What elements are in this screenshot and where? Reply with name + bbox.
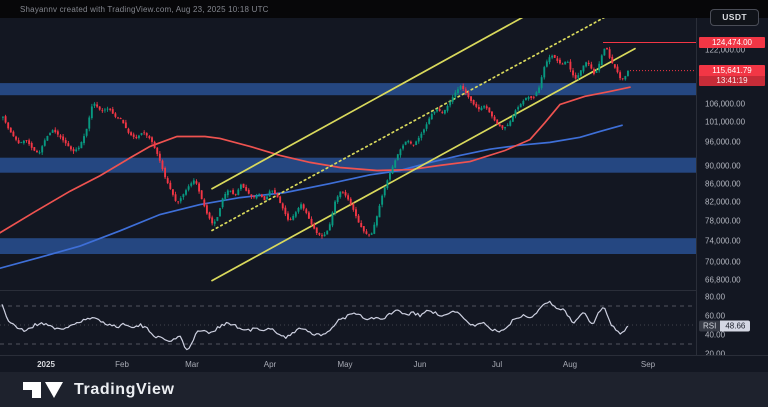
price-tick: 74,000.00 (705, 236, 741, 246)
rsi-tick: 80.00 (705, 292, 726, 301)
rsi-tick: 40.00 (705, 330, 726, 339)
time-tick: Aug (562, 360, 578, 369)
tradingview-logo-icon[interactable] (21, 380, 65, 400)
pane-separator (0, 290, 768, 291)
resistance-price-label: 124,474.00 (699, 36, 765, 48)
last-price-value: 115,641.79 (712, 66, 752, 76)
candlestick-chart[interactable] (0, 18, 696, 290)
price-tick: 86,000.00 (705, 179, 741, 189)
footer-bar: TradingView (0, 372, 768, 407)
attribution-text: Shayannv created with TradingView.com, A… (20, 5, 269, 14)
time-tick: Feb (115, 360, 129, 369)
time-tick: Jun (413, 360, 427, 369)
time-tick: Apr (263, 360, 277, 369)
rsi-pane[interactable] (0, 290, 696, 355)
rsi-badge-value: 48.66 (720, 320, 751, 332)
price-tick: 70,000.00 (705, 257, 741, 267)
attribution-bar: Shayannv created with TradingView.com, A… (0, 0, 768, 18)
currency-unit-badge[interactable]: USDT (710, 9, 759, 26)
price-tick: 78,000.00 (705, 216, 741, 226)
tradingview-logo-text[interactable]: TradingView (74, 381, 175, 398)
rsi-tick: 20.00 (705, 349, 726, 358)
time-tick: Mar (185, 360, 199, 369)
price-tick: 96,000.00 (705, 137, 741, 147)
chart-area[interactable] (0, 18, 696, 355)
rsi-value-badge: RSI 48.66 (699, 320, 751, 332)
bar-countdown: 13:41:19 (699, 76, 765, 87)
last-price-label[interactable]: 115,641.79 13:41:19 (699, 65, 765, 87)
time-tick: Sep (640, 360, 656, 369)
time-axis[interactable]: 2025 Feb Mar Apr May Jun Jul Aug Sep (0, 355, 768, 372)
time-tick: May (337, 360, 353, 369)
price-tick: 66,800.00 (705, 275, 741, 285)
time-tick: 2025 (37, 360, 55, 369)
time-tick: Jul (491, 360, 503, 369)
rsi-tick: 60.00 (705, 311, 726, 320)
price-tick: 101,000.00 (705, 117, 746, 127)
price-tick: 90,000.00 (705, 161, 741, 171)
price-tick: 122,000.00 (705, 45, 746, 55)
price-tick: 106,000.00 (705, 99, 746, 109)
rsi-badge-label: RSI (699, 320, 721, 332)
price-axis[interactable]: 124,474.00 115,641.79 13:41:19 RSI 48.66… (696, 18, 768, 358)
price-tick: 82,000.00 (705, 197, 741, 207)
